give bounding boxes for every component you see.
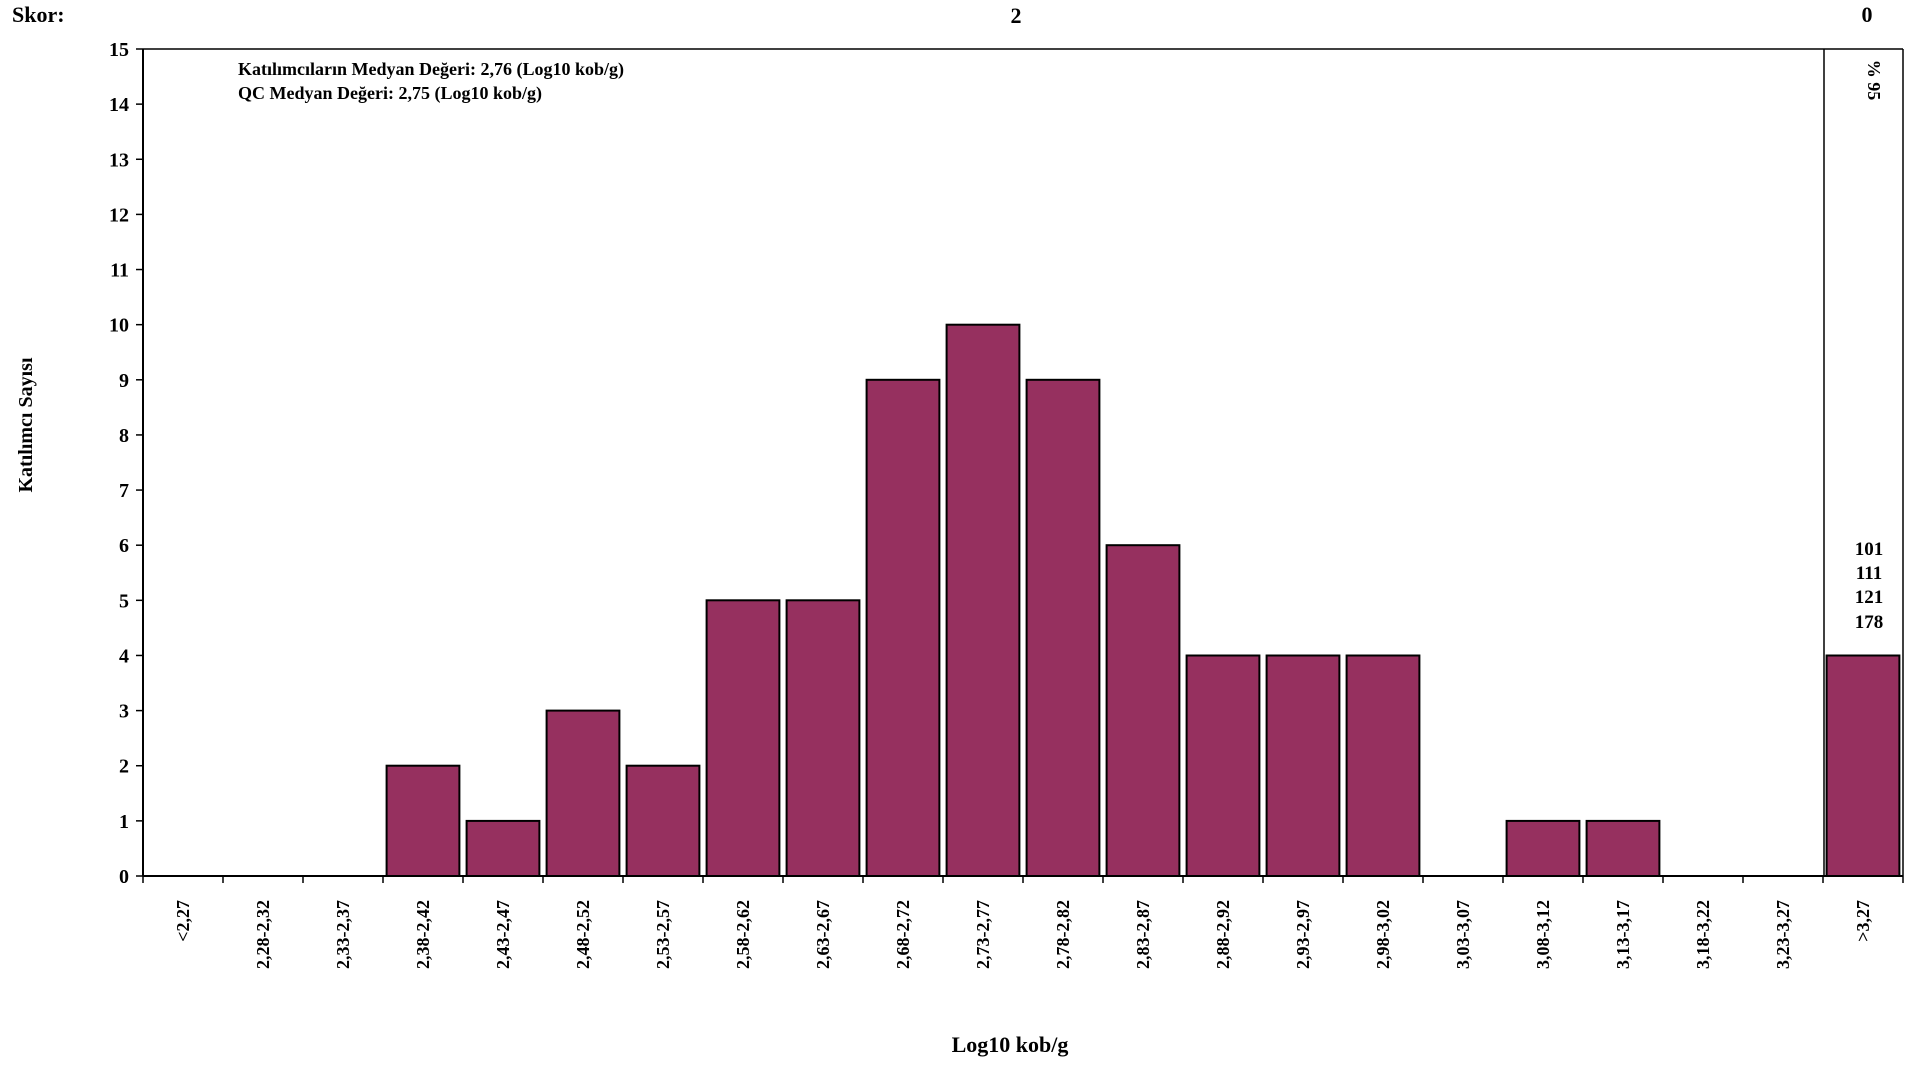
y-tick-label-3: 3 xyxy=(119,701,129,723)
y-tick-label-8: 8 xyxy=(119,425,129,447)
x-tick-label-3: 2,38-2,42 xyxy=(413,900,433,969)
bar-11 xyxy=(1025,378,1101,877)
x-tick-label-0: <2,27 xyxy=(173,900,193,942)
x-tick-label-2: 2,33-2,37 xyxy=(333,900,353,969)
x-tick-label-11: 2,78-2,82 xyxy=(1053,900,1073,969)
bar-6 xyxy=(625,764,701,878)
bar-4 xyxy=(465,819,541,878)
x-tick-label-17: 3,08-3,12 xyxy=(1533,900,1553,969)
x-axis-label: Log10 kob/g xyxy=(952,1032,1069,1057)
y-tick-label-14: 14 xyxy=(109,94,129,116)
annotation-participants-median: Katılımcıların Medyan Değeri: 2,76 (Log1… xyxy=(238,59,624,80)
score-label: Skor: xyxy=(12,2,65,27)
bar-21 xyxy=(1825,654,1901,877)
x-tick-label-8: 2,63-2,67 xyxy=(813,900,833,969)
x-tick-label-5: 2,48-2,52 xyxy=(573,900,593,969)
x-tick-label-12: 2,83-2,87 xyxy=(1133,900,1153,969)
bar-8 xyxy=(785,599,861,877)
bar-10 xyxy=(945,323,1021,877)
x-tick-label-7: 2,58-2,62 xyxy=(733,900,753,969)
bar-17 xyxy=(1505,819,1581,878)
x-tick-label-6: 2,53-2,57 xyxy=(653,900,673,969)
y-tick-label-5: 5 xyxy=(119,590,129,612)
bar-14 xyxy=(1265,654,1341,877)
x-tick-label-13: 2,88-2,92 xyxy=(1213,900,1233,969)
x-tick-label-4: 2,43-2,47 xyxy=(493,900,513,969)
score-outside: 0 xyxy=(1862,2,1873,27)
y-axis-label: Katılımcı Sayısı xyxy=(15,357,37,492)
outlier-id-3: 121 xyxy=(1855,587,1884,608)
y-tick-label-6: 6 xyxy=(119,535,129,557)
bar-7 xyxy=(705,599,781,877)
outlier-id-4: 178 xyxy=(1855,612,1884,633)
bar-5 xyxy=(545,709,621,877)
bar-13 xyxy=(1185,654,1261,877)
x-tick-label-19: 3,18-3,22 xyxy=(1693,900,1713,969)
y-tick-label-15: 15 xyxy=(109,39,129,61)
outlier-id-1: 101 xyxy=(1855,539,1884,560)
bar-18 xyxy=(1585,819,1661,878)
y-tick-label-4: 4 xyxy=(119,645,129,667)
y-tick-label-9: 9 xyxy=(119,370,129,392)
bar-9 xyxy=(865,378,941,877)
bar-12 xyxy=(1105,544,1181,877)
percent-95-label: % 95 xyxy=(1864,60,1884,101)
bars-group xyxy=(385,323,1901,878)
y-tick-label-12: 12 xyxy=(109,204,129,226)
y-tick-label-10: 10 xyxy=(109,315,129,337)
x-tick-label-9: 2,68-2,72 xyxy=(893,900,913,969)
bar-15 xyxy=(1345,654,1421,877)
y-tick-label-7: 7 xyxy=(119,480,129,502)
y-tick-label-1: 1 xyxy=(119,811,129,833)
annotation-qc-median: QC Medyan Değeri: 2,75 (Log10 kob/g) xyxy=(238,83,542,104)
x-tick-label-14: 2,93-2,97 xyxy=(1293,900,1313,969)
y-tick-label-2: 2 xyxy=(119,756,129,778)
x-tick-label-15: 2,98-3,02 xyxy=(1373,900,1393,969)
x-tick-label-10: 2,73-2,77 xyxy=(973,900,993,969)
score-main: 2 xyxy=(1011,3,1022,28)
outlier-id-2: 111 xyxy=(1856,563,1882,584)
x-tick-label-18: 3,13-3,17 xyxy=(1613,900,1633,969)
bar-3 xyxy=(385,764,461,878)
x-tick-label-20: 3,23-3,27 xyxy=(1773,900,1793,969)
y-tick-label-0: 0 xyxy=(119,866,129,888)
y-tick-label-13: 13 xyxy=(109,149,129,171)
x-axis-ticks: <2,27 2,28-2,32 2,33-2,37 2,38-2,42 2,43-2,4… xyxy=(142,876,1904,969)
y-tick-label-11: 11 xyxy=(110,260,129,282)
x-tick-label-1: 2,28-2,32 xyxy=(253,900,273,969)
x-tick-label-16: 3,03-3,07 xyxy=(1453,900,1473,969)
x-tick-label-21: >3,27 xyxy=(1853,900,1873,942)
